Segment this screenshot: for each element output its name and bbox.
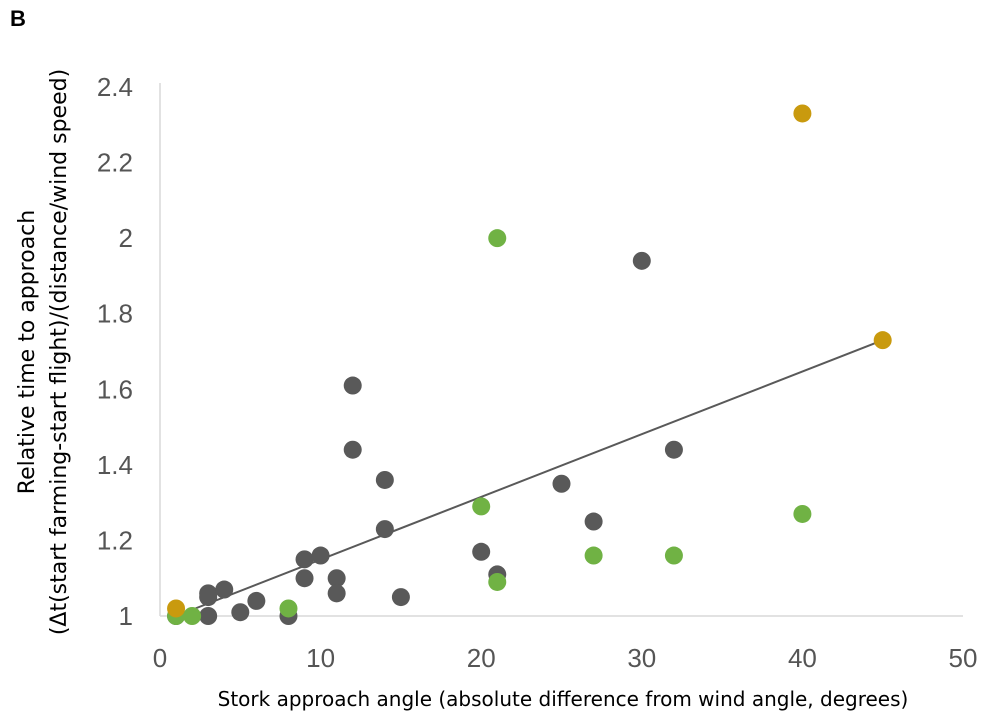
y-axis-title-line-2: (Δt(start farming-start flight)/(distanc… (47, 69, 72, 635)
data-point (584, 512, 603, 531)
x-axis-title: Stork approach angle (absolute differenc… (218, 687, 909, 711)
y-tick-label: 1.4 (97, 450, 133, 480)
x-tick-label: 50 (949, 643, 978, 673)
x-tick-label: 10 (306, 643, 335, 673)
data-point (327, 569, 346, 588)
data-point (327, 584, 346, 603)
x-tick-label: 30 (627, 643, 656, 673)
data-point (873, 331, 892, 350)
data-point (231, 603, 250, 622)
data-point (215, 580, 234, 599)
y-tick-label: 1.8 (97, 299, 133, 329)
trendline (175, 339, 884, 617)
data-point (488, 572, 507, 591)
data-point (375, 470, 394, 489)
data-point (343, 440, 362, 459)
x-tick-label: 20 (467, 643, 496, 673)
data-point (664, 440, 683, 459)
data-point (343, 376, 362, 395)
data-point (472, 542, 491, 561)
y-tick-labels: 1 1.2 1.4 1.6 1.8 2 2.2 2.4 (97, 72, 133, 631)
y-tick-label: 1.6 (97, 374, 133, 404)
axes (159, 83, 963, 617)
data-point (375, 520, 394, 539)
data-point (584, 546, 603, 565)
y-tick-label: 1.2 (97, 525, 133, 555)
data-point (247, 591, 266, 610)
data-point (793, 104, 812, 123)
data-points (167, 104, 892, 625)
data-point (472, 497, 491, 516)
x-tick-label: 0 (153, 643, 167, 673)
data-point (279, 599, 298, 618)
y-tick-label: 2.4 (97, 72, 133, 102)
y-tick-label: 1 (119, 601, 133, 631)
data-point (295, 550, 314, 569)
y-tick-label: 2 (119, 223, 133, 253)
data-point (793, 504, 812, 523)
data-point (199, 607, 218, 625)
panel-label: B (10, 6, 26, 31)
data-point (183, 607, 202, 625)
y-axis-title-line-1: Relative time to approach (15, 210, 40, 494)
data-point (295, 569, 314, 588)
data-point (552, 474, 571, 493)
data-point (311, 546, 330, 565)
y-tick-label: 2.2 (97, 148, 133, 178)
data-point (391, 588, 410, 607)
data-point (199, 584, 218, 603)
data-point (664, 546, 683, 565)
data-point (488, 229, 507, 248)
data-point (632, 251, 651, 270)
x-tick-label: 40 (788, 643, 817, 673)
x-tick-labels: 0 10 20 30 40 50 (153, 643, 978, 673)
data-point (167, 599, 186, 618)
